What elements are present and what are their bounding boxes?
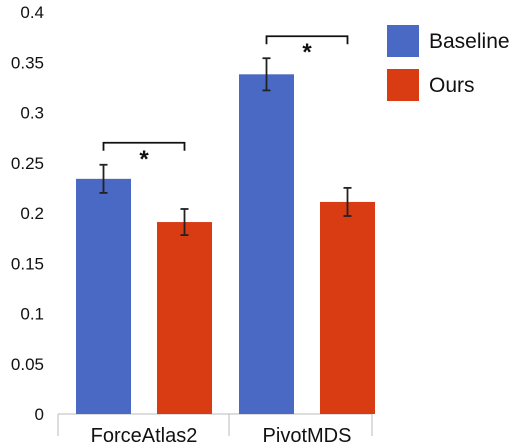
bar-baseline-forceatlas2 xyxy=(76,178,131,414)
legend-swatch-baseline xyxy=(387,25,419,57)
significance-marker: * xyxy=(139,146,149,173)
y-tick-label: 0.4 xyxy=(20,3,44,22)
significance-marker: * xyxy=(302,39,312,66)
significance-bracket xyxy=(265,35,349,45)
x-category-label: PivotMDS xyxy=(263,425,352,447)
y-tick-label: 0.15 xyxy=(11,254,44,273)
bar-baseline-pivotmds xyxy=(239,74,294,414)
y-tick-label: 0.1 xyxy=(20,305,44,324)
bar-ours-forceatlas2 xyxy=(157,222,212,414)
legend-swatch-ours xyxy=(387,69,419,101)
legend-label: Ours xyxy=(429,74,475,97)
y-tick-label: 0.25 xyxy=(11,154,44,173)
bar-ours-pivotmds xyxy=(320,201,375,414)
y-tick-label: 0.35 xyxy=(11,53,44,72)
legend-label: Baseline xyxy=(429,30,510,53)
y-tick-label: 0.3 xyxy=(20,104,44,123)
y-tick-label: 0.2 xyxy=(20,204,44,223)
y-tick-label: 0.05 xyxy=(11,355,44,374)
x-category-label: ForceAtlas2 xyxy=(91,425,198,447)
y-tick-label: 0 xyxy=(35,405,44,424)
significance-bracket xyxy=(102,141,186,151)
